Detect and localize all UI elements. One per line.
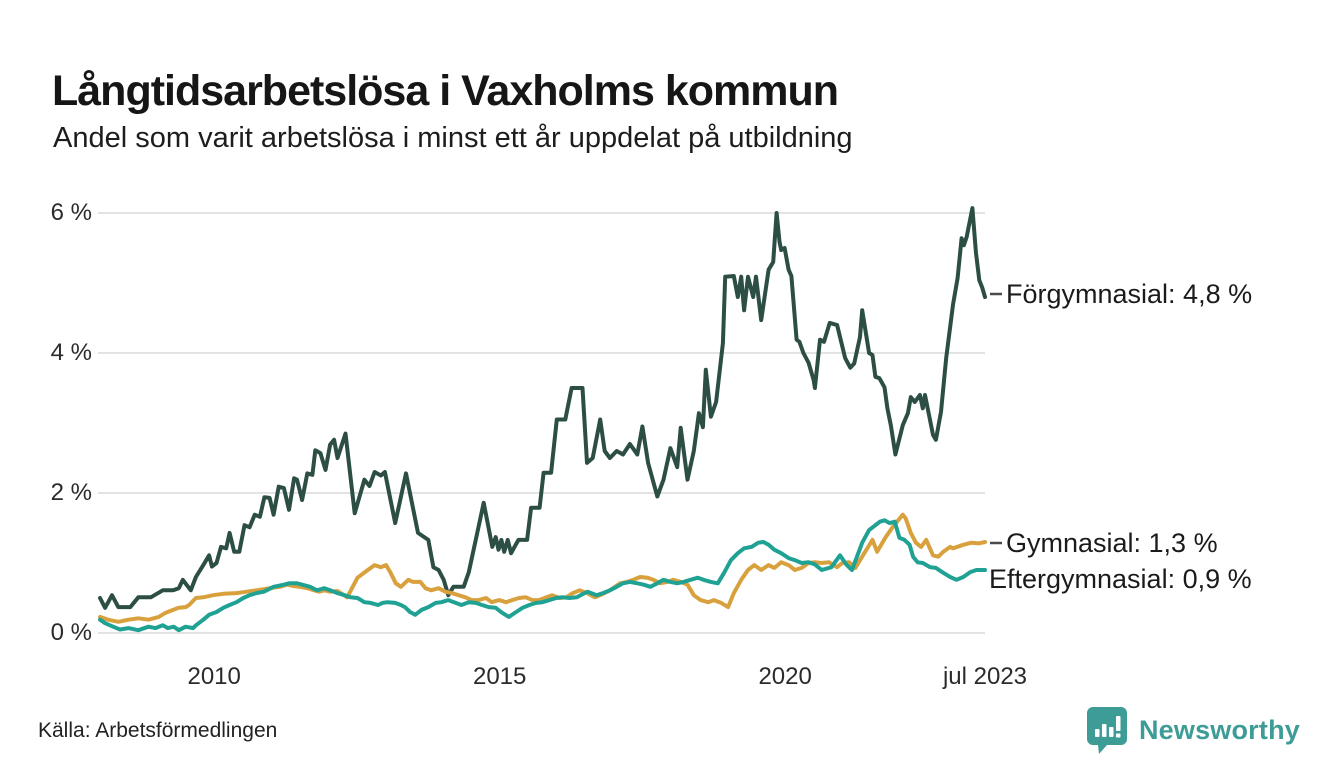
chart-subtitle: Andel som varit arbetslösa i minst ett å… [53, 122, 853, 154]
newsworthy-wordmark: Newsworthy [1138, 714, 1300, 745]
x-axis-tick-label: 2010 [187, 663, 241, 690]
series-end-label-eftergymnasial: Eftergymnasial: 0,9 % [989, 564, 1252, 594]
series-end-label-frgymnasial: Förgymnasial: 4,8 % [1006, 279, 1253, 309]
chart-title: Långtidsarbetslösa i Vaxholms kommun [52, 66, 839, 115]
x-axis-tick-label: 2020 [758, 663, 812, 690]
gridlines [98, 212, 985, 634]
label-connector-dashes [990, 292, 1002, 545]
y-axis-tick-label: 0 % [50, 619, 92, 646]
x-axis-tick-label: 2015 [472, 663, 527, 690]
series-line-eftergymnasial [98, 518, 987, 633]
y-axis-tick-label: 2 % [50, 479, 92, 506]
series-lines [98, 206, 987, 633]
series-line-frgymnasial [98, 206, 987, 610]
newsworthy-logo: Newsworthy [1085, 704, 1300, 756]
series-end-label-gymnasial: Gymnasial: 1,3 % [1006, 528, 1218, 558]
bar-chart-speech-bubble-icon [1086, 707, 1127, 754]
y-axis-tick-label: 6 % [50, 199, 92, 226]
y-axis-tick-label: 4 % [50, 339, 92, 366]
x-axis-tick-label: jul 2023 [942, 663, 1028, 690]
source-note: Källa: Arbetsförmedlingen [38, 719, 278, 742]
